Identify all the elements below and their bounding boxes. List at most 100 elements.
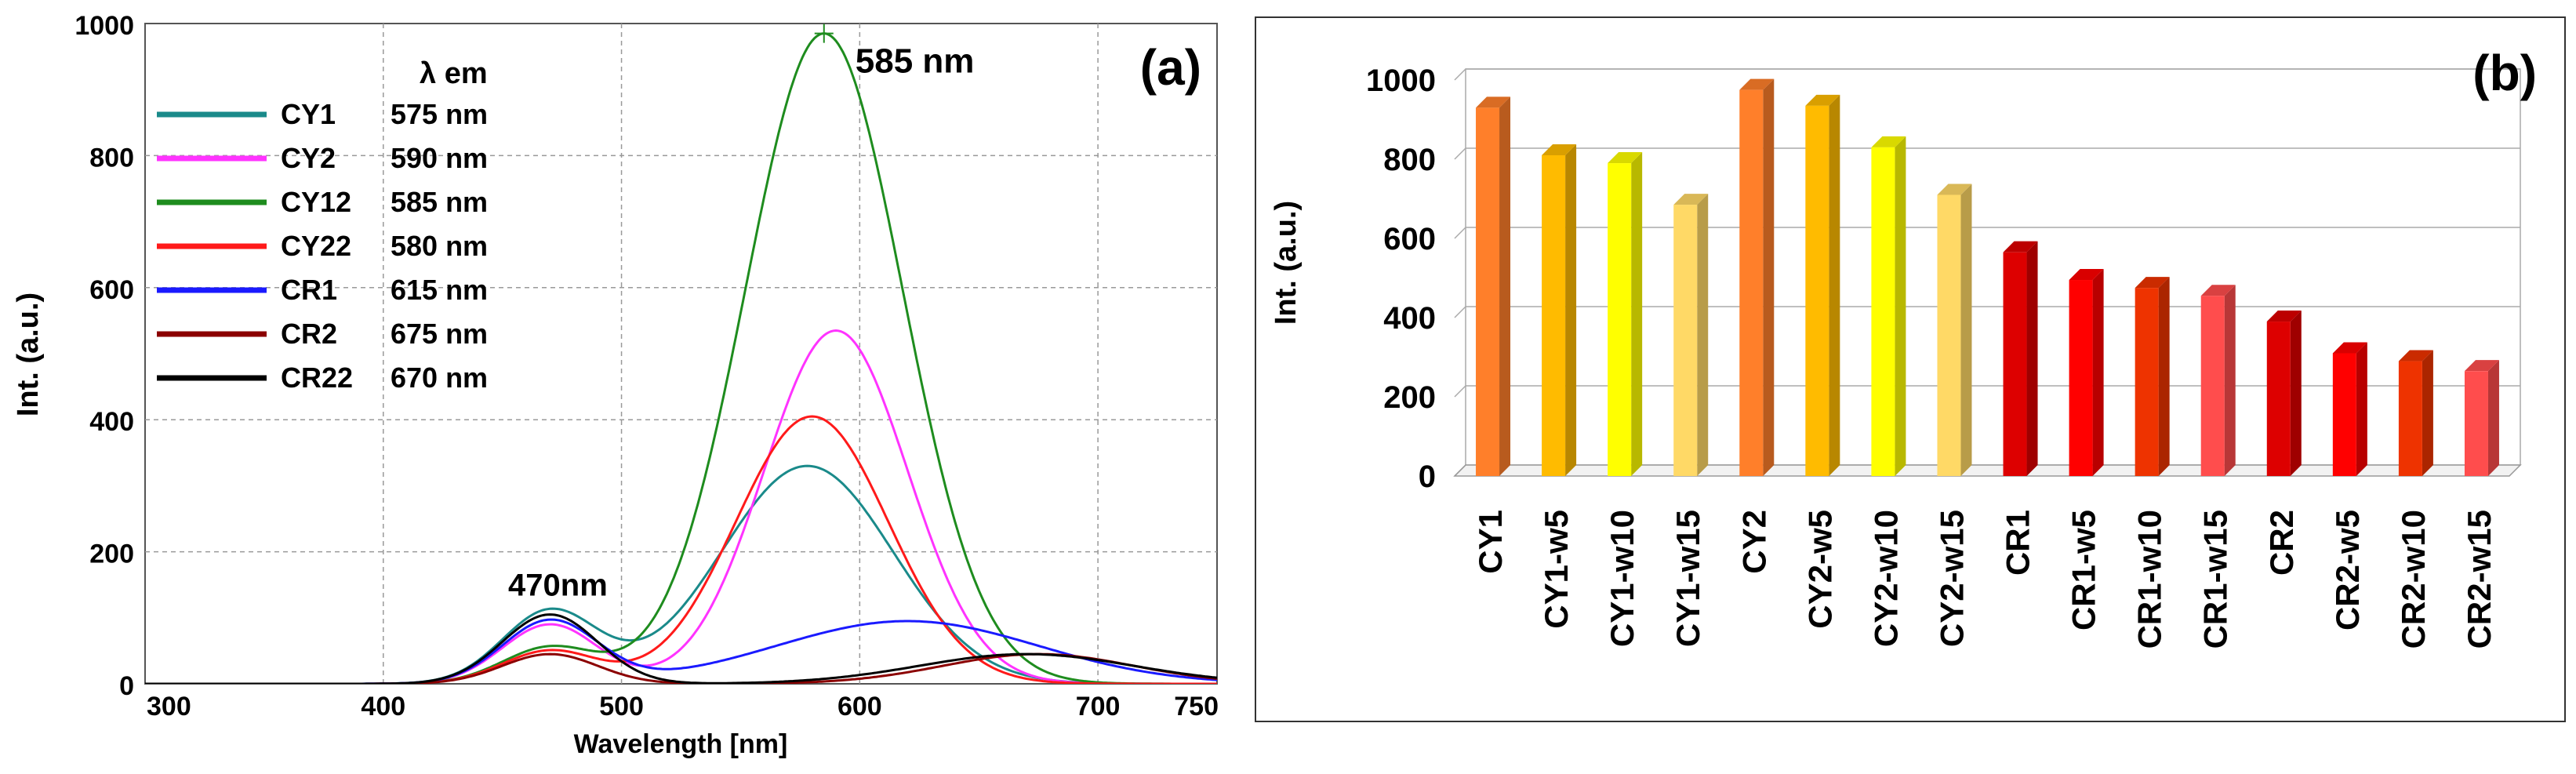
bar-top (1542, 144, 1577, 155)
legend-item-cr1: CR1 615 nm (157, 274, 488, 306)
bar-top (2069, 269, 2104, 281)
legend-label: CR2 (281, 318, 337, 350)
bar-cr2-w10 (2398, 350, 2433, 476)
bar-side (2487, 360, 2499, 476)
bar-top (1739, 78, 1775, 90)
x-tick-label: CY2-w5 (1801, 510, 1838, 629)
bar-cr2-w15 (2464, 360, 2499, 476)
series-line-cr22 (145, 613, 1217, 684)
bar-side (1895, 136, 1906, 476)
legend-label: CY22 (281, 230, 351, 262)
bar-front (1673, 205, 1698, 476)
bar-top (1673, 194, 1709, 205)
bar-cr1-w10 (2135, 277, 2170, 476)
bar-cr1-w5 (2069, 269, 2104, 476)
legend-value: 675 nm (391, 318, 488, 350)
bar-cy2-w5 (1805, 94, 1840, 476)
spectra-series (145, 24, 1217, 684)
peak-annotation-585: 585 nm (856, 42, 975, 81)
panel-b: 0 200 400 600 800 1000 CY1 CY1-w5 CY1-w10 CY1-w15… (1255, 16, 2566, 722)
y-tick-label: 400 (89, 407, 134, 437)
gridlines-a (145, 24, 1217, 684)
bar-cy2 (1739, 78, 1775, 476)
bar-side (2290, 311, 2302, 476)
y-tick-label: 200 (1383, 380, 1436, 415)
bar-front (2398, 361, 2422, 476)
bar-cy2-w15 (1937, 184, 1972, 476)
bar-front (1871, 147, 1895, 476)
x-tick-label: CR1-w10 (2131, 510, 2168, 649)
x-tick-label: CY1-w10 (1604, 510, 1640, 647)
legend-label: CY1 (281, 98, 336, 130)
legend-value: 585 nm (391, 186, 488, 218)
legend-item-cy12: CY12 585 nm (157, 186, 488, 218)
bar-top (2003, 241, 2038, 253)
bar-top (1608, 152, 1643, 164)
legend-item-cy22: CY22 580 nm (157, 230, 488, 262)
bar-top (2200, 285, 2236, 296)
bar-cy1 (1476, 96, 1511, 476)
series-line-cy2 (145, 329, 1217, 684)
bar-cr2 (2266, 311, 2302, 476)
bar-cy1-w5 (1542, 144, 1577, 476)
x-tick-label: 600 (837, 692, 882, 721)
legend-value: 615 nm (391, 274, 488, 306)
legend-label: CY12 (281, 186, 351, 218)
x-tick-label: 400 (361, 692, 405, 721)
series-line-cr1 (145, 618, 1217, 684)
y-tick-label: 1000 (74, 11, 134, 41)
legend-value: 575 nm (391, 98, 488, 130)
x-tick-label: CR2-w5 (2329, 510, 2366, 630)
x-tick-label: CY2-w10 (1867, 510, 1904, 647)
bar-front (2200, 296, 2225, 476)
bar-cy1-w15 (1673, 194, 1709, 476)
legend-item-cr22: CR22 670 nm (157, 362, 488, 394)
peak-annotation-470: 470nm (508, 568, 608, 602)
legend-value: 590 nm (391, 142, 488, 174)
chart-back-wall (1453, 68, 2522, 477)
y-tick-label: 0 (1419, 460, 1436, 494)
x-tick-label: CY2-w15 (1933, 510, 1970, 647)
axis-line (1454, 464, 1466, 477)
x-tick-label: CR1-w15 (2197, 510, 2234, 649)
axis-ticks-b: 0 200 400 600 800 1000 CY1 CY1-w5 CY1-w10 CY1-w15… (1366, 64, 2498, 649)
y-tick-label: 0 (119, 671, 134, 701)
legend-value: 580 nm (391, 230, 488, 262)
bar-side (1631, 152, 1643, 477)
bar-front (1476, 107, 1500, 476)
bar-top (1937, 184, 1972, 195)
bar-cr2-w5 (2332, 342, 2367, 476)
axis-ticks-a: 0 200 400 600 800 1000 300 400 500 600 700 750 (74, 11, 1219, 721)
x-tick-label: CR1-w5 (2066, 510, 2102, 630)
y-tick-label: 1000 (1366, 64, 1436, 98)
y-tick-label: 600 (1383, 222, 1436, 256)
bar-top (1476, 96, 1511, 108)
bar-top (1871, 136, 1906, 147)
panel-label-a: (a) (1140, 39, 1201, 96)
x-tick-label: CY2 (1735, 510, 1772, 574)
bar-cy2-w10 (1871, 136, 1906, 476)
bar-side (2026, 241, 2038, 476)
legend-value: 670 nm (391, 362, 488, 394)
legend-item-cr2: CR2 675 nm (157, 318, 488, 350)
bar-front (2135, 288, 2159, 476)
bar-top (2398, 350, 2433, 362)
bar-top (2135, 277, 2170, 289)
y-gridline (1454, 306, 1466, 318)
y-axis-label-b: Int. (a.u.) (1270, 201, 1303, 325)
legend-label: CY2 (281, 142, 336, 174)
bar-side (1697, 194, 1709, 476)
x-tick-label: CY1-w15 (1669, 510, 1706, 647)
x-tick-label: CR2 (2263, 510, 2300, 576)
bar-front (1542, 154, 1566, 476)
bar-side (1960, 184, 1972, 476)
series-line-cy22 (145, 415, 1217, 684)
bar-cr1 (2003, 241, 2038, 476)
bar-side (2422, 350, 2433, 476)
legend-item-cy2: CY2 590 nm (157, 142, 488, 174)
x-tick-label: 500 (599, 692, 644, 721)
bar-side (1829, 94, 1840, 476)
y-gridline (1454, 385, 1466, 398)
bar-front (2003, 252, 2027, 476)
